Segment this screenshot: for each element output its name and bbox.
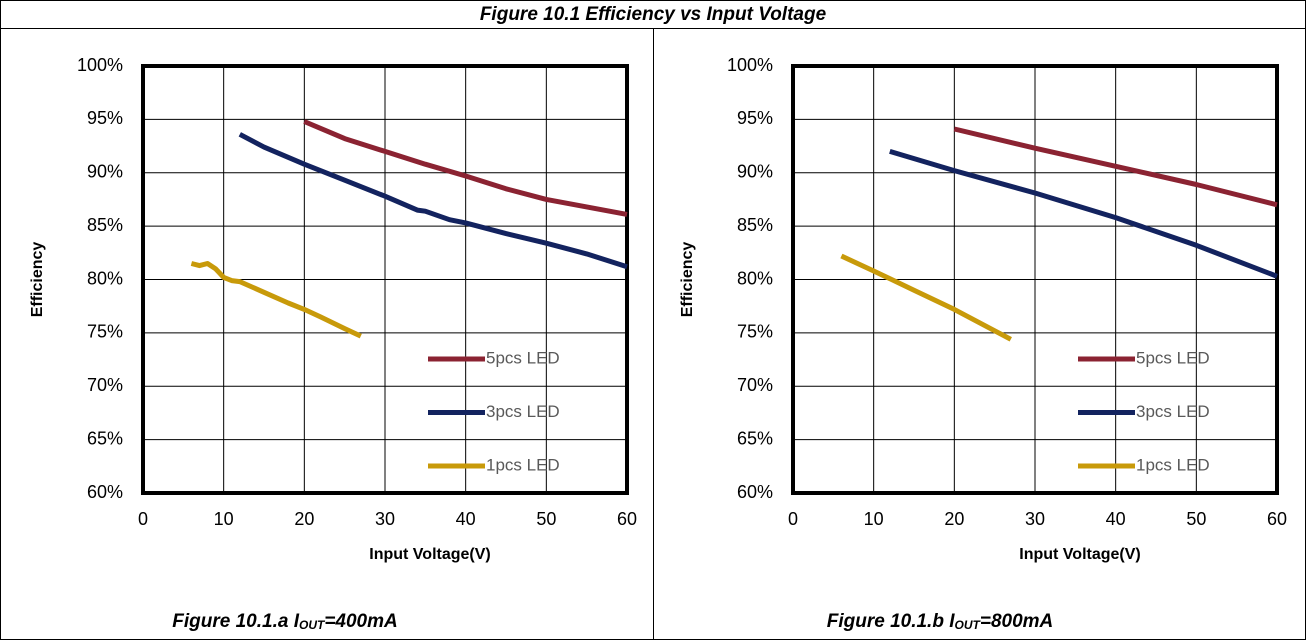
- caption-sub: OUT: [299, 618, 326, 632]
- y-tick-label: 65%: [737, 428, 773, 448]
- caption: Figure 10.1.a IOUT=400mA: [172, 611, 398, 632]
- legend-label: 5pcs LED: [486, 348, 560, 367]
- x-tick-label: 20: [294, 509, 314, 529]
- y-axis-title: Efficiency: [29, 242, 46, 318]
- x-tick-label: 30: [375, 509, 395, 529]
- series-line: [303, 119, 628, 217]
- series-line: [840, 253, 1012, 342]
- x-tick-label: 10: [214, 509, 234, 529]
- y-tick-label: 85%: [737, 215, 773, 235]
- x-tick-label: 40: [456, 509, 476, 529]
- y-tick-label: 80%: [737, 268, 773, 288]
- y-tick-label: 85%: [87, 215, 123, 235]
- legend-label: 3pcs LED: [1136, 402, 1210, 421]
- caption-prefix: Figure 10.1.a I: [172, 611, 299, 632]
- y-tick-label: 95%: [87, 108, 123, 128]
- y-tick-label: 70%: [737, 375, 773, 395]
- y-tick-label: 65%: [87, 428, 123, 448]
- x-tick-label: 0: [138, 509, 148, 529]
- figure-title: Figure 10.1 Efficiency vs Input Voltage: [480, 4, 827, 25]
- y-tick-label: 100%: [77, 55, 123, 75]
- legend-label: 3pcs LED: [486, 402, 560, 421]
- y-tick-label: 60%: [737, 482, 773, 502]
- x-tick-label: 60: [1267, 509, 1287, 529]
- series-line: [953, 126, 1278, 208]
- x-axis-title: Input Voltage(V): [1019, 546, 1140, 563]
- plot-border: [141, 64, 629, 495]
- caption: Figure 10.1.b IOUT=800mA: [827, 611, 1054, 632]
- caption-prefix: Figure 10.1.b I: [827, 611, 955, 632]
- x-tick-label: 40: [1106, 509, 1126, 529]
- x-tick-label: 30: [1025, 509, 1045, 529]
- y-tick-label: 80%: [87, 268, 123, 288]
- x-tick-label: 10: [864, 509, 884, 529]
- caption-sub: OUT: [955, 618, 982, 632]
- plot-border: [791, 64, 1279, 495]
- legend-label: 1pcs LED: [1136, 455, 1210, 474]
- series-line: [238, 132, 628, 270]
- x-tick-label: 0: [788, 509, 798, 529]
- y-tick-label: 90%: [737, 162, 773, 182]
- legend-label: 5pcs LED: [1136, 348, 1210, 367]
- y-tick-label: 75%: [87, 322, 123, 342]
- x-tick-label: 20: [944, 509, 964, 529]
- x-axis-title: Input Voltage(V): [369, 546, 490, 563]
- y-tick-label: 60%: [87, 482, 123, 502]
- y-tick-label: 95%: [737, 108, 773, 128]
- y-tick-label: 70%: [87, 375, 123, 395]
- y-tick-label: 90%: [87, 162, 123, 182]
- y-tick-label: 100%: [727, 55, 773, 75]
- x-tick-label: 60: [617, 509, 637, 529]
- legend-label: 1pcs LED: [486, 455, 560, 474]
- x-tick-label: 50: [536, 509, 556, 529]
- series-line: [190, 261, 362, 339]
- y-tick-label: 75%: [737, 322, 773, 342]
- series-line: [889, 149, 1278, 279]
- caption-suffix: =400mA: [324, 611, 397, 632]
- x-tick-label: 50: [1186, 509, 1206, 529]
- y-axis-title: Efficiency: [679, 242, 696, 318]
- caption-suffix: =800mA: [980, 611, 1053, 632]
